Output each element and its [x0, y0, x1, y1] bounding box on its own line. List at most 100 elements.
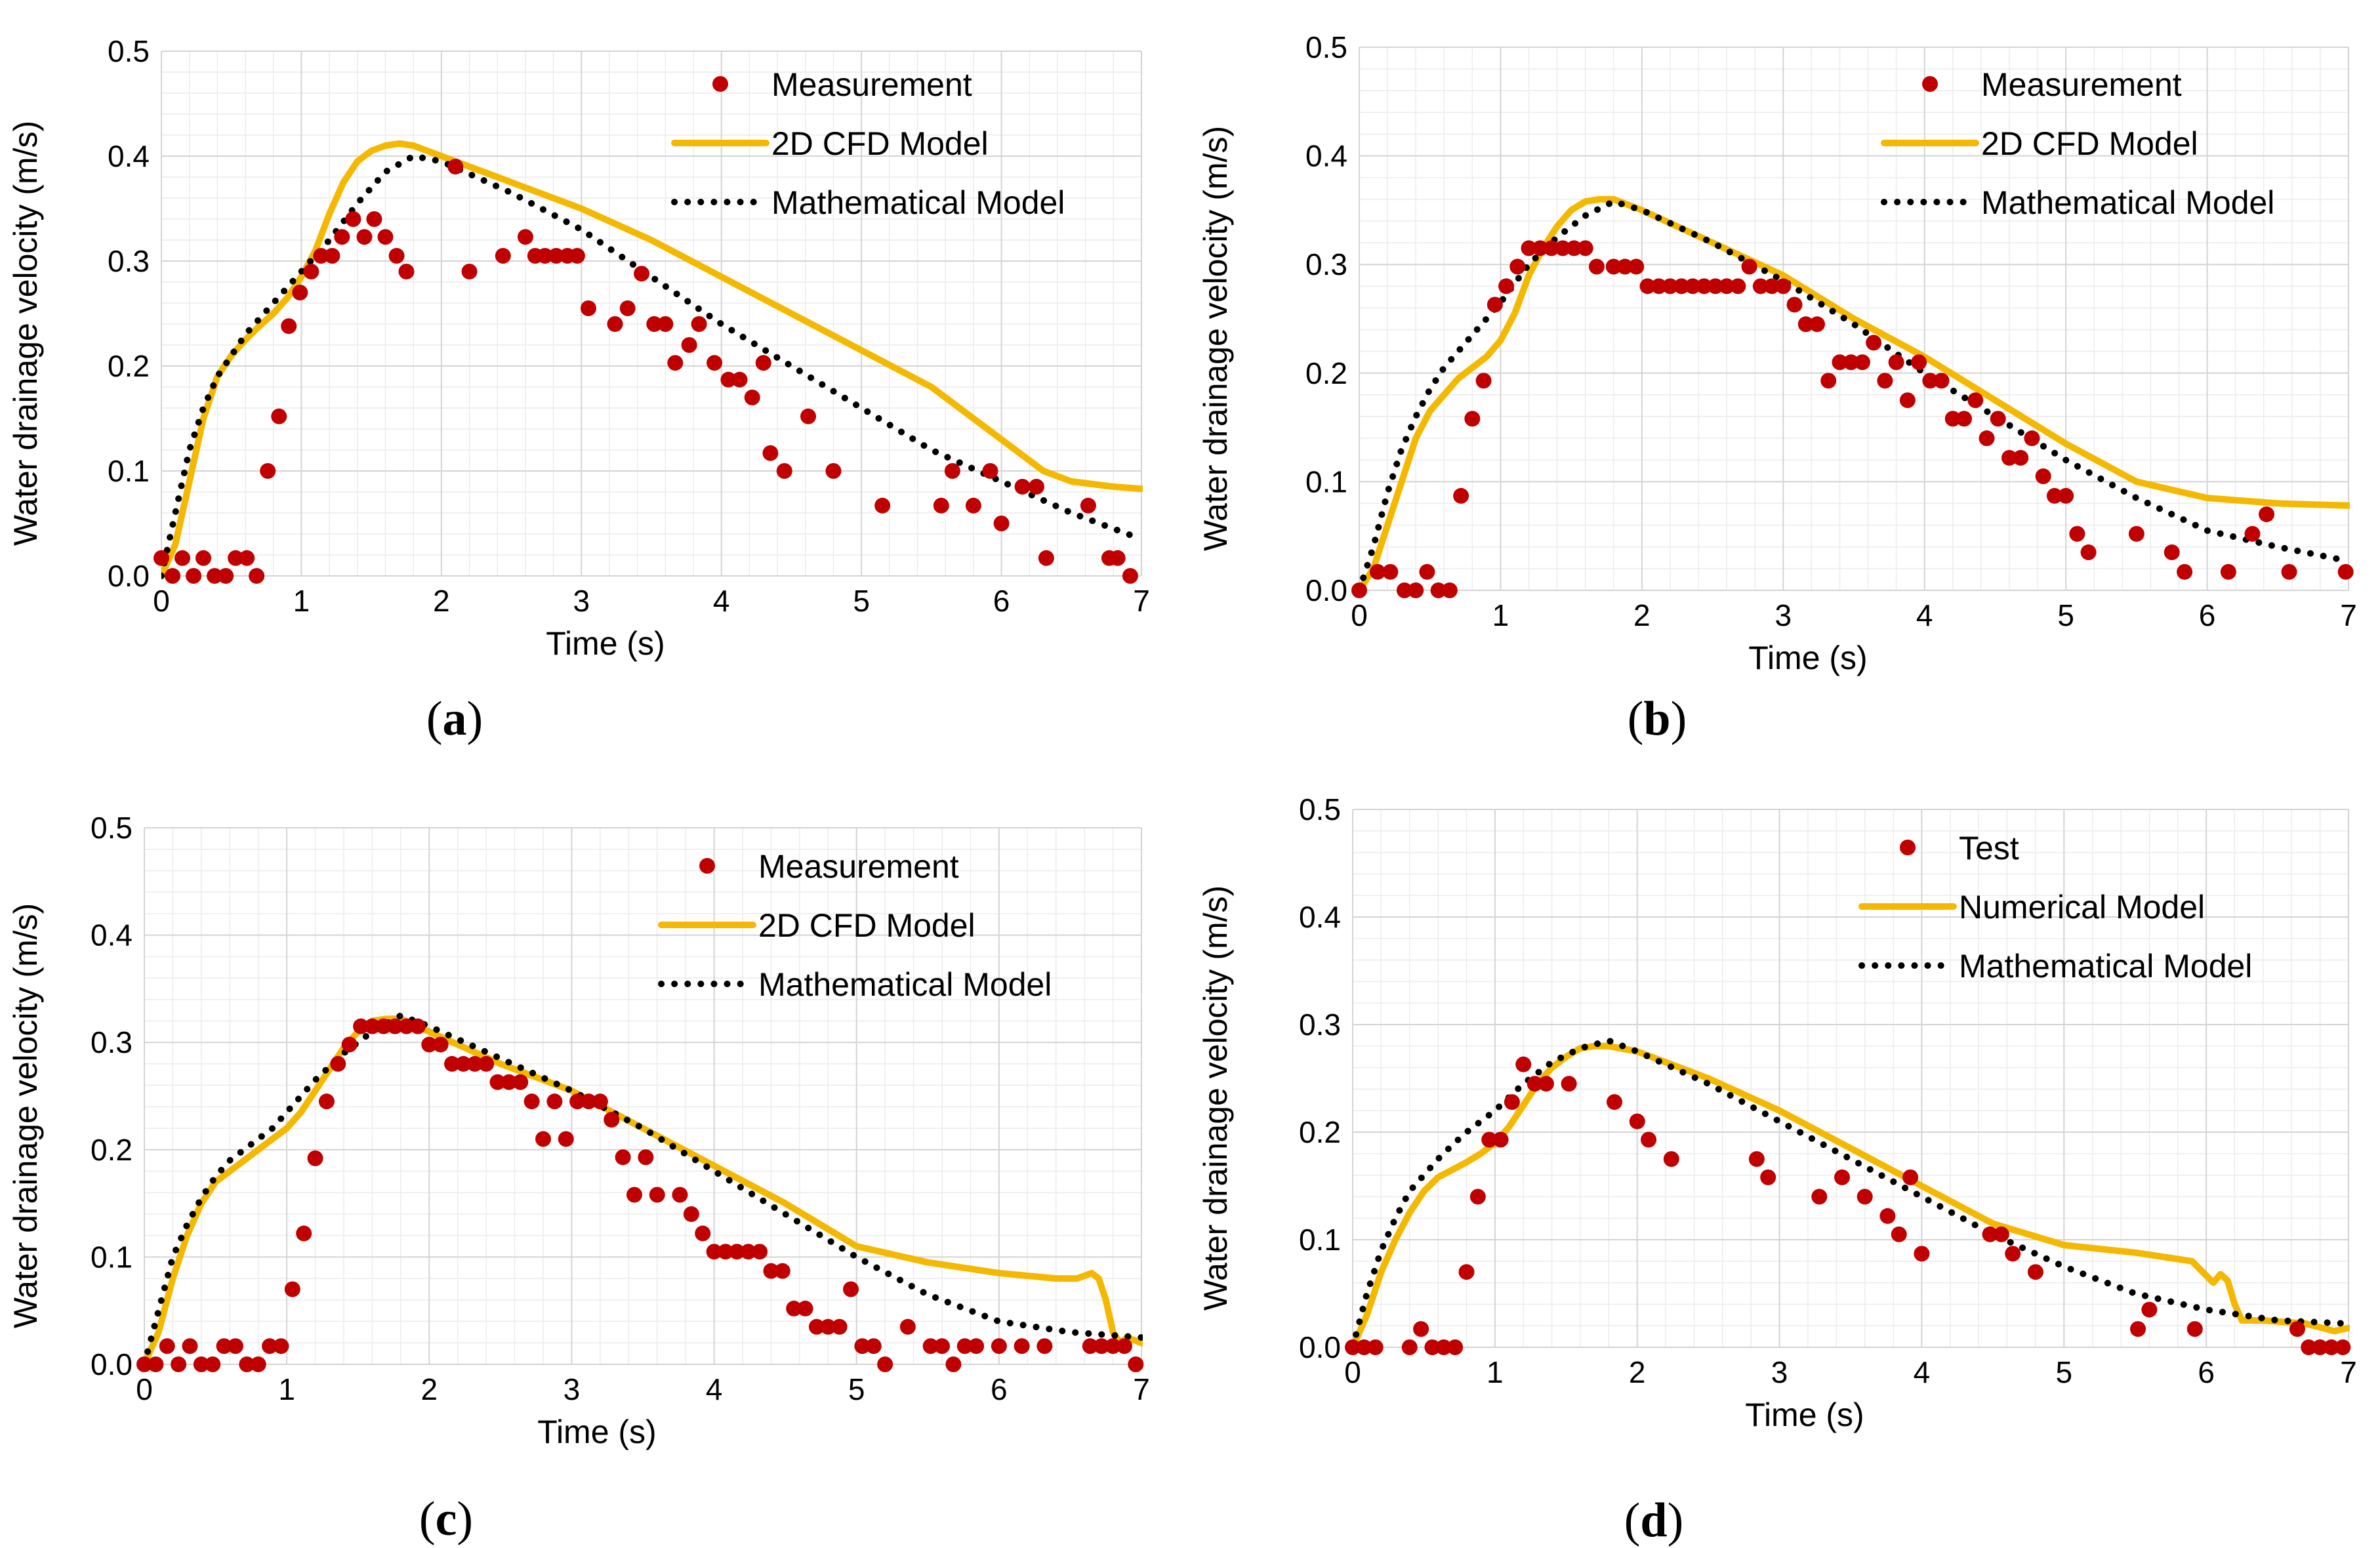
data-point	[205, 1356, 221, 1372]
data-point	[1879, 1208, 1896, 1224]
data-point	[991, 1338, 1007, 1354]
data-point	[537, 248, 553, 264]
caption-letter: d	[1640, 1494, 1667, 1547]
series-line-2d-cfd-model	[1359, 195, 2350, 594]
data-point	[1902, 1169, 1919, 1185]
data-point	[2312, 1339, 2328, 1355]
data-point	[1080, 497, 1096, 514]
data-point	[159, 1338, 175, 1354]
caption-close-paren: )	[457, 1492, 473, 1546]
data-point	[517, 229, 533, 245]
chart-panel-a: 0 1 2 3 4 5 6 7 0.0 0.1 0.2 0.3 0.4 0.5 Time (s) Water …	[0, 0, 1190, 774]
data-point	[171, 1356, 187, 1372]
data-point	[444, 1055, 461, 1072]
x-axis-title: Time (s)	[1748, 640, 1867, 676]
data-point	[1521, 240, 1537, 256]
data-point	[1685, 278, 1701, 295]
data-point	[148, 1356, 164, 1372]
data-point	[1367, 1339, 1384, 1355]
data-point	[284, 1281, 300, 1297]
data-point	[717, 1244, 733, 1260]
data-point	[1820, 373, 1837, 389]
caption-open-paren: (	[1624, 1494, 1641, 1547]
data-point	[649, 1187, 665, 1203]
data-point	[1663, 1151, 1679, 1167]
plot-area	[161, 51, 1141, 576]
x-tick-label: 4	[1914, 1355, 1931, 1389]
data-point	[1857, 1189, 1873, 1205]
data-point	[1748, 1151, 1765, 1167]
data-point	[260, 463, 276, 479]
data-point	[1527, 1076, 1543, 1092]
data-point	[1396, 582, 1412, 598]
data-point	[296, 1225, 312, 1242]
y-tick-label: 0.3	[108, 244, 150, 278]
data-point	[720, 371, 737, 388]
data-point	[366, 211, 382, 227]
panel-caption: (c)	[419, 1492, 473, 1546]
caption-open-paren: (	[419, 1492, 436, 1546]
data-point	[341, 1036, 358, 1053]
data-point	[729, 1244, 745, 1260]
data-point	[1028, 479, 1044, 495]
data-point	[800, 408, 817, 424]
data-point	[762, 445, 779, 461]
data-point	[825, 463, 842, 479]
data-point	[136, 1356, 152, 1372]
legend-label: Mathematical Model	[1981, 184, 2274, 221]
data-point	[607, 316, 623, 332]
data-point	[535, 1131, 551, 1147]
data-point	[1911, 354, 1927, 371]
data-point	[1504, 1094, 1520, 1110]
data-point	[2323, 1339, 2339, 1355]
data-point	[2027, 1264, 2043, 1280]
data-point	[731, 371, 748, 388]
data-point	[1786, 296, 1803, 313]
data-point	[774, 1263, 790, 1279]
data-point	[797, 1300, 813, 1316]
data-point	[1094, 1338, 1110, 1354]
data-point	[706, 1244, 722, 1260]
series-line-mathematical-model	[1353, 1037, 2350, 1351]
caption-open-paren: (	[426, 692, 443, 746]
data-point	[447, 159, 464, 174]
data-point	[776, 463, 792, 479]
data-point	[273, 1338, 289, 1354]
data-point	[2337, 563, 2354, 580]
y-tick-label: 0.4	[91, 918, 133, 952]
data-point	[580, 300, 596, 316]
data-point	[1447, 1339, 1464, 1355]
legend-label: Numerical Model	[1959, 889, 2205, 926]
x-tick-label: 4	[706, 1372, 723, 1406]
caption-close-paren: )	[1668, 1494, 1684, 1547]
data-point	[1797, 316, 1814, 333]
legend-label: Measurement	[758, 848, 959, 885]
data-point	[1351, 582, 1367, 598]
x-tick-label: 0	[1344, 1355, 1361, 1389]
y-tick-label: 0.3	[91, 1025, 133, 1059]
data-point	[695, 1225, 711, 1242]
chart-panel-c: 0 1 2 3 4 5 6 7 0.0 0.1 0.2 0.3 0.4 0.5 Time (s) Water …	[0, 774, 1190, 1548]
legend-label: 2D CFD Model	[758, 907, 975, 944]
data-point	[2335, 1339, 2351, 1355]
data-point	[249, 568, 265, 584]
x-tick-label: 3	[564, 1372, 581, 1406]
data-point	[193, 1356, 209, 1372]
x-tick-label: 7	[1133, 584, 1150, 618]
y-tick-label: 0.2	[108, 349, 150, 383]
data-point	[466, 1055, 483, 1072]
data-point	[2301, 1339, 2317, 1355]
legend-label: Mathematical Model	[758, 966, 1052, 1003]
y-tick-label: 0.0	[108, 559, 150, 593]
data-point	[874, 497, 891, 514]
data-point	[1566, 240, 1582, 256]
data-point	[672, 1187, 688, 1203]
data-point	[1122, 568, 1138, 584]
x-tick-label: 0	[153, 584, 170, 618]
x-tick-label: 4	[713, 584, 730, 618]
data-point	[1014, 1338, 1030, 1354]
x-tick-label: 7	[1133, 1372, 1150, 1406]
data-point	[1891, 1226, 1907, 1242]
data-point	[2259, 506, 2275, 523]
data-point	[1413, 1321, 1429, 1337]
